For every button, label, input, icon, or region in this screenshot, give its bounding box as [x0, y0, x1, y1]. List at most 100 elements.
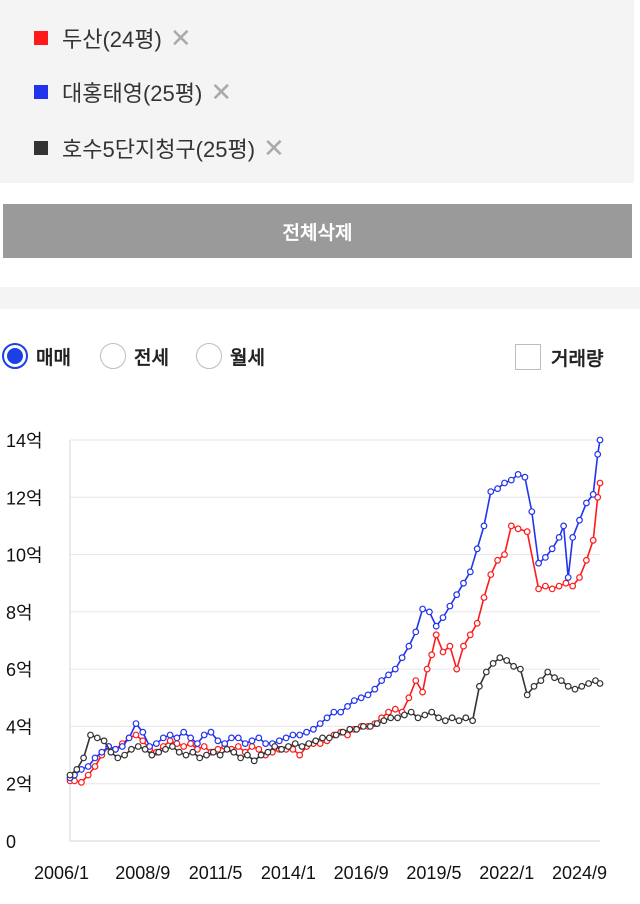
- data-point: [189, 748, 197, 756]
- data-point: [303, 728, 311, 736]
- data-point: [139, 737, 147, 745]
- data-point: [523, 691, 531, 699]
- data-point: [414, 714, 422, 722]
- data-point: [589, 490, 597, 498]
- radio-label: 월세: [230, 346, 265, 369]
- radio-monthly-rent[interactable]: 월세: [196, 340, 265, 372]
- data-point: [209, 748, 217, 756]
- data-point: [507, 476, 515, 484]
- legend-item-1: 대홍태영(25평) ✕: [34, 77, 232, 107]
- data-point: [537, 677, 545, 685]
- data-point: [230, 748, 238, 756]
- data-point: [510, 662, 517, 670]
- data-point: [462, 714, 470, 722]
- close-icon[interactable]: ✕: [210, 77, 233, 107]
- delete-all-button[interactable]: 전체삭제: [3, 204, 632, 258]
- data-point: [152, 740, 160, 748]
- data-point: [455, 717, 463, 725]
- data-point: [576, 516, 583, 524]
- data-point: [371, 685, 379, 693]
- data-point: [228, 734, 235, 742]
- data-point: [391, 705, 399, 713]
- y-tick-label: 0: [6, 832, 16, 852]
- data-point: [419, 688, 427, 696]
- data-point: [544, 668, 552, 676]
- data-point: [325, 734, 333, 742]
- data-point: [569, 582, 577, 590]
- data-point: [419, 605, 427, 613]
- data-point: [200, 731, 208, 739]
- data-point: [275, 737, 283, 745]
- y-tick-label: 12억: [6, 488, 43, 508]
- data-point: [207, 728, 215, 736]
- data-point: [241, 740, 249, 748]
- data-point: [118, 743, 126, 750]
- data-point: [501, 479, 508, 487]
- data-point: [73, 766, 81, 773]
- data-point: [237, 754, 245, 762]
- data-point: [535, 559, 542, 567]
- data-point: [127, 745, 135, 753]
- data-point: [121, 751, 128, 759]
- data-point: [332, 731, 340, 739]
- checkbox-box: [515, 344, 541, 370]
- data-point: [514, 525, 522, 533]
- data-point: [426, 608, 433, 616]
- data-point: [243, 751, 251, 759]
- data-point: [91, 763, 99, 770]
- data-point: [521, 473, 529, 481]
- data-point: [596, 436, 604, 444]
- y-tick-label: 14억: [6, 431, 43, 451]
- data-point: [310, 725, 317, 733]
- data-point: [114, 754, 122, 762]
- data-point: [132, 731, 140, 739]
- data-point: [168, 743, 176, 750]
- data-point: [248, 737, 256, 745]
- price-line-chart: 0 2억 4억 6억 8억 10억 12억 14억 2006/1 2008/9 2011/5 2014…: [6, 431, 607, 883]
- close-icon[interactable]: ✕: [263, 133, 285, 163]
- legend-swatch: [34, 85, 48, 99]
- data-point: [494, 485, 502, 493]
- data-point: [180, 743, 188, 750]
- data-point: [555, 582, 563, 590]
- data-point: [139, 728, 147, 736]
- data-point: [203, 751, 210, 759]
- data-point: [446, 602, 454, 610]
- data-point: [387, 714, 395, 722]
- radio-sale[interactable]: 매매: [2, 340, 71, 372]
- data-point: [578, 682, 586, 690]
- data-point: [482, 668, 490, 676]
- data-point: [162, 745, 169, 753]
- data-point: [84, 771, 92, 779]
- data-point: [200, 743, 208, 750]
- data-point: [401, 711, 408, 719]
- volume-checkbox[interactable]: 거래량: [515, 342, 603, 372]
- data-point: [412, 628, 420, 636]
- data-point: [112, 745, 119, 753]
- data-point: [262, 740, 270, 748]
- data-point: [234, 734, 242, 742]
- close-icon[interactable]: ✕: [169, 23, 192, 53]
- data-point: [596, 680, 604, 687]
- data-point: [278, 745, 285, 753]
- series-line: [69, 439, 601, 779]
- data-point: [216, 751, 224, 759]
- data-point: [460, 642, 467, 650]
- data-point: [378, 677, 386, 685]
- data-point: [439, 614, 447, 622]
- data-point: [223, 745, 231, 753]
- data-point: [517, 665, 524, 673]
- data-point: [480, 522, 488, 530]
- data-point: [291, 740, 299, 748]
- data-point: [360, 723, 367, 730]
- data-point: [350, 697, 358, 705]
- data-point: [405, 694, 413, 702]
- data-point: [487, 488, 495, 495]
- data-point: [435, 714, 442, 722]
- data-point: [514, 471, 522, 478]
- radio-circle: [2, 343, 28, 369]
- data-point: [296, 731, 304, 739]
- data-point: [469, 717, 477, 725]
- radio-jeonse[interactable]: 전세: [100, 340, 169, 372]
- data-point: [460, 579, 467, 587]
